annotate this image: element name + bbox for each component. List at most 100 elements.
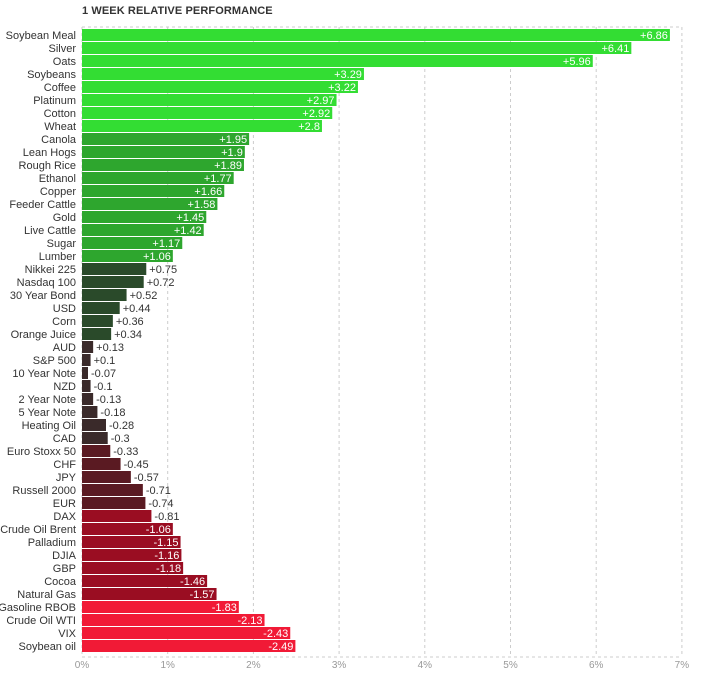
bar-row: Ethanol +1.77 [39, 172, 234, 185]
bar-row: NZD -0.1 [53, 380, 113, 393]
bar-value-label: +1.17 [152, 238, 180, 250]
bar-row: Corn +0.36 [52, 315, 144, 328]
category-label: S&P 500 [33, 355, 76, 367]
category-label: Cotton [44, 108, 76, 120]
bar [82, 367, 88, 379]
category-label: Lean Hogs [23, 147, 77, 159]
category-label: DAX [53, 511, 76, 523]
bar [82, 250, 173, 262]
bar [82, 68, 364, 80]
bar [82, 549, 182, 561]
bar-value-label: -0.1 [94, 381, 113, 393]
bar-value-label: +1.42 [174, 225, 202, 237]
bar [82, 575, 208, 587]
category-label: Feeder Cattle [9, 199, 76, 211]
bar-row: Cocoa -1.46 [44, 575, 208, 588]
bar-value-label: -2.13 [237, 615, 262, 627]
bar [82, 536, 181, 548]
category-label: DJIA [52, 550, 77, 562]
bar [82, 432, 108, 444]
bar [82, 484, 143, 496]
bar-row: Feeder Cattle +1.58 [9, 198, 218, 211]
category-label: Soybean Meal [6, 30, 76, 42]
bar-row: Russell 2000 -0.71 [12, 484, 171, 497]
bar-value-label: -0.71 [146, 485, 171, 497]
bar-value-label: +1.06 [143, 251, 171, 263]
bar-row: VIX -2.43 [58, 627, 291, 640]
x-tick-label: 1% [160, 660, 175, 671]
bar [82, 133, 250, 145]
category-label: Copper [40, 186, 76, 198]
bar-row: Gasoline RBOB -1.83 [0, 601, 239, 614]
bar-value-label: -2.49 [268, 641, 293, 653]
bar-row: Platinum +2.97 [33, 94, 337, 107]
category-label: Canola [41, 134, 77, 146]
bar [82, 627, 291, 639]
bar-row: Wheat +2.8 [44, 120, 322, 133]
bar-value-label: +3.22 [328, 82, 356, 94]
category-label: Orange Juice [11, 329, 76, 341]
category-label: Oats [53, 56, 77, 68]
bar-row: Lean Hogs +1.9 [23, 146, 245, 159]
bar-row: 2 Year Note -0.13 [19, 393, 121, 406]
bar [82, 159, 244, 171]
x-tick-label: 7% [675, 660, 690, 671]
bar-row: Coffee +3.22 [44, 81, 358, 94]
bar [82, 276, 144, 288]
x-tick-label: 2% [246, 660, 261, 671]
bar-value-label: +6.41 [601, 43, 629, 55]
bar-value-label: +1.9 [221, 147, 243, 159]
bar-value-label: -1.46 [180, 576, 205, 588]
bar-row: Nikkei 225 +0.75 [25, 263, 177, 276]
bar-value-label: +0.1 [94, 355, 116, 367]
bar-row: Copper +1.66 [40, 185, 225, 198]
bar [82, 419, 106, 431]
bar-row: Lumber +1.06 [39, 250, 173, 263]
bar [82, 380, 91, 392]
bar-value-label: +0.44 [123, 303, 151, 315]
bar-value-label: -2.43 [263, 628, 288, 640]
category-label: GBP [53, 563, 76, 575]
category-label: Natural Gas [17, 589, 76, 601]
category-label: 2 Year Note [19, 394, 77, 406]
bar [82, 406, 98, 418]
bar-row: Heating Oil -0.28 [22, 419, 134, 432]
bar [82, 94, 337, 106]
category-label: USD [53, 303, 76, 315]
bar-value-label: -0.33 [113, 446, 138, 458]
bar-value-label: -0.45 [124, 459, 149, 471]
bar-row: Live Cattle +1.42 [24, 224, 204, 237]
category-label: Wheat [44, 121, 76, 133]
bar [82, 510, 152, 522]
bar-value-label: -0.3 [111, 433, 130, 445]
bar [82, 445, 111, 457]
x-tick-label: 6% [589, 660, 604, 671]
bar-row: EUR -0.74 [53, 497, 173, 510]
bar-row: Euro Stoxx 50 -0.33 [7, 445, 138, 458]
bar-row: GBP -1.18 [53, 562, 184, 575]
bar-value-label: +2.97 [307, 95, 335, 107]
bar-row: Canola +1.95 [41, 133, 250, 146]
bar-value-label: -0.18 [100, 407, 125, 419]
category-label: Cocoa [44, 576, 77, 588]
category-label: Rough Rice [19, 160, 76, 172]
category-label: NZD [53, 381, 76, 393]
category-label: 10 Year Note [12, 368, 76, 380]
category-label: Coffee [44, 82, 76, 94]
bar-value-label: +1.89 [214, 160, 242, 172]
category-label: JPY [56, 472, 77, 484]
bar [82, 263, 147, 275]
category-label: Soybean oil [19, 641, 77, 653]
bar-value-label: -0.57 [134, 472, 159, 484]
bar-value-label: -1.06 [146, 524, 171, 536]
bar-row: Soybeans +3.29 [27, 68, 364, 81]
bar [82, 120, 322, 132]
category-label: Ethanol [39, 173, 76, 185]
bar [82, 211, 207, 223]
bar-row: Soybean oil -2.49 [19, 640, 296, 653]
category-label: Crude Oil Brent [0, 524, 76, 536]
bar-value-label: +0.36 [116, 316, 144, 328]
bar [82, 497, 146, 509]
bar [82, 588, 217, 600]
